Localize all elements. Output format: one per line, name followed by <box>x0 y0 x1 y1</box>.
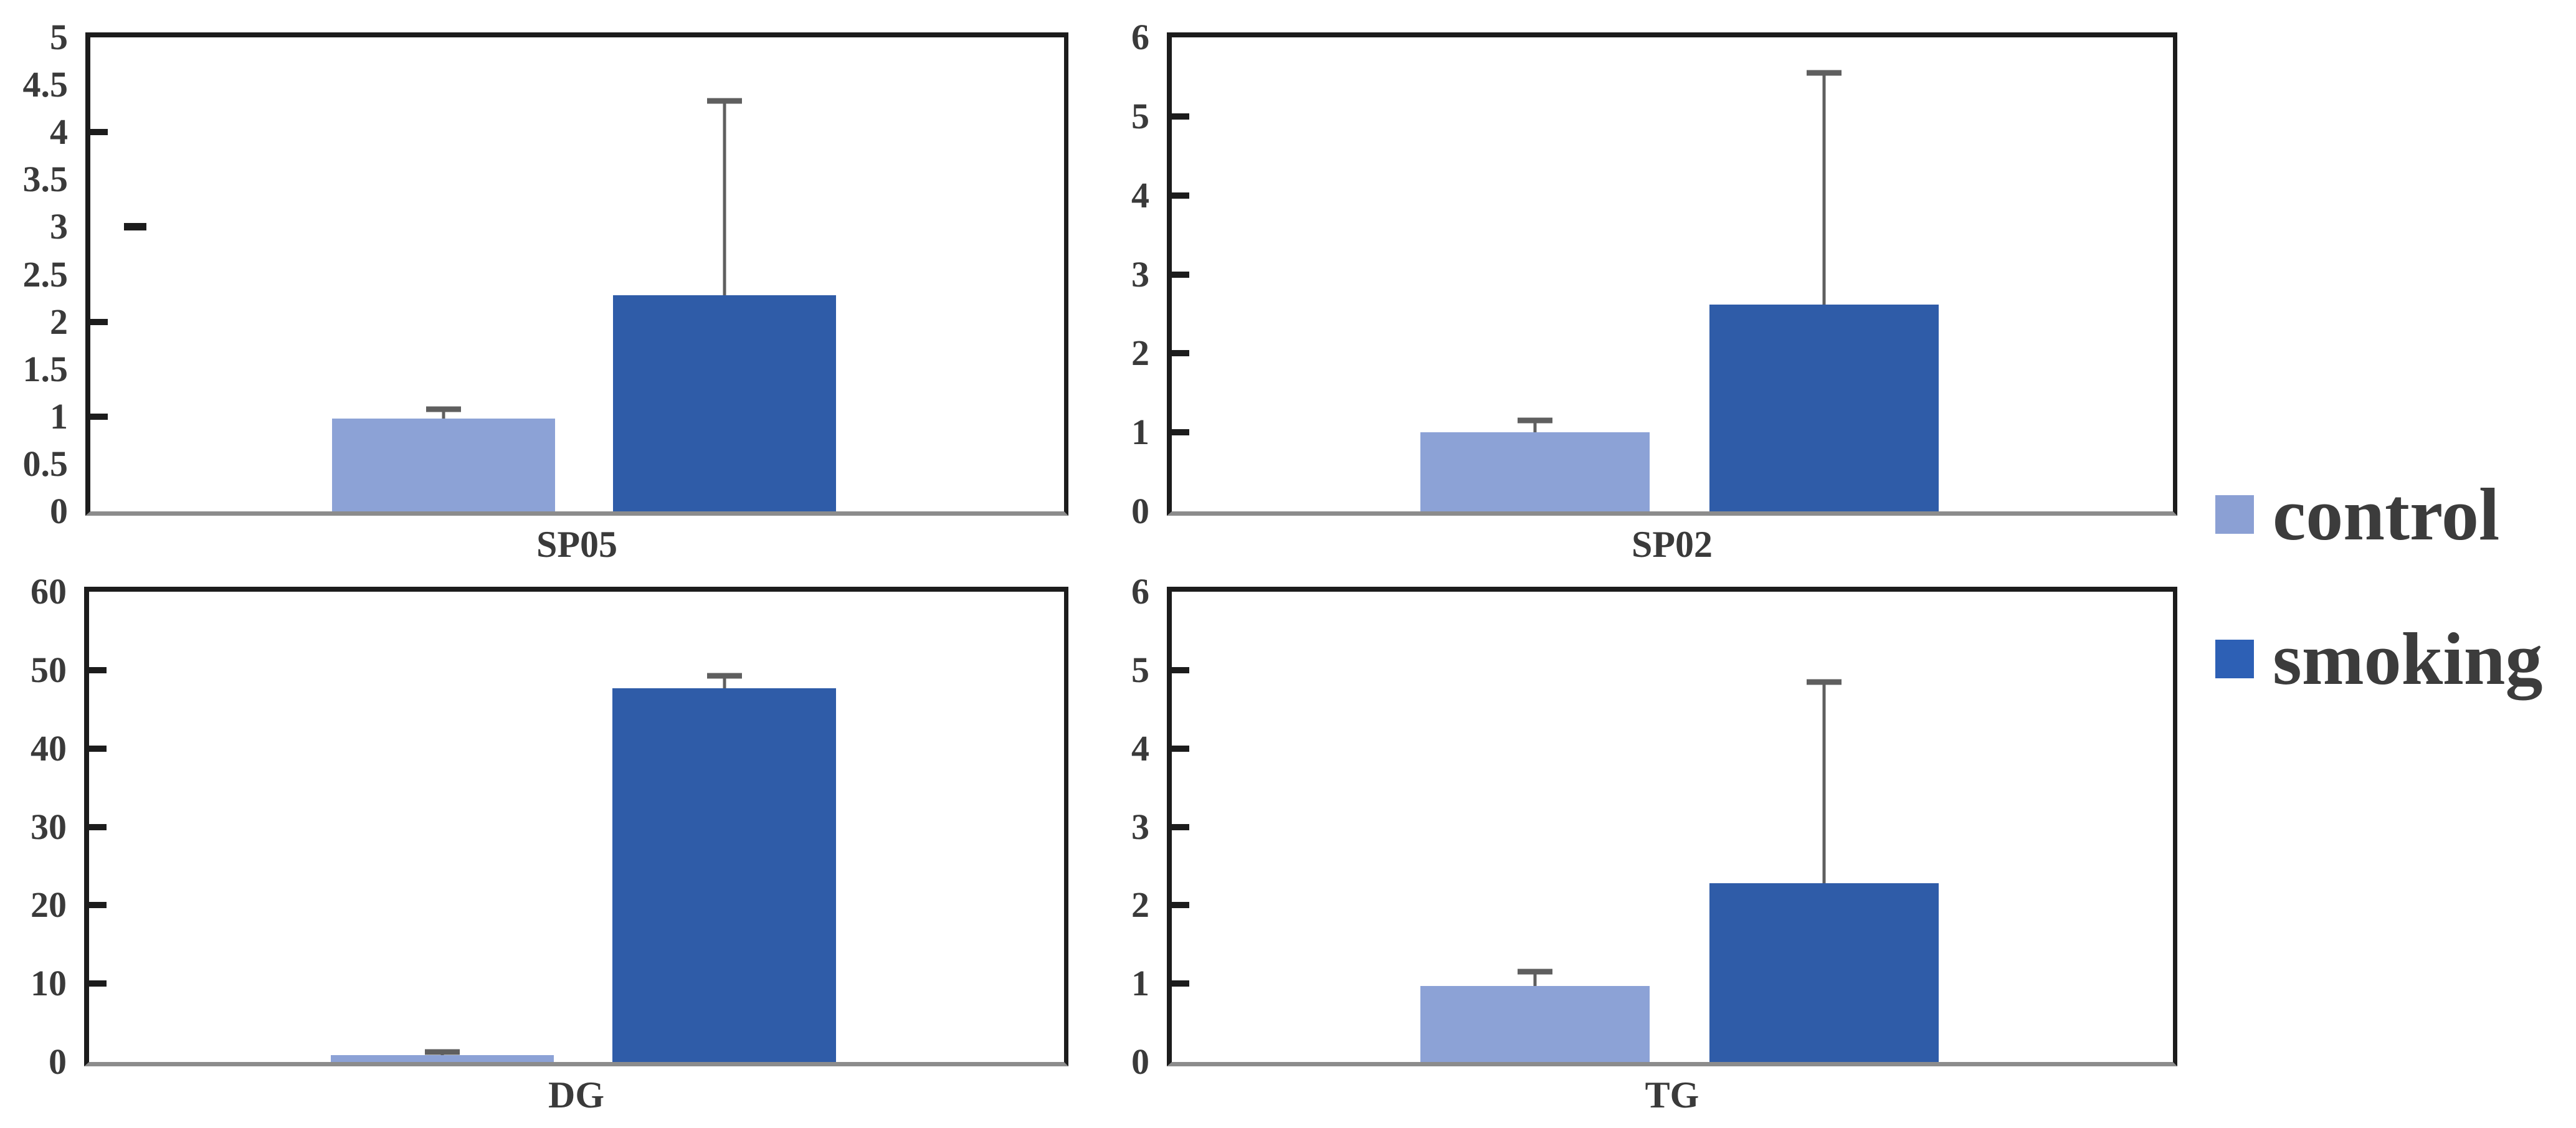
error-bar-cap-smoking <box>706 673 742 679</box>
legend-swatch-control-icon <box>2215 495 2254 534</box>
y-tick-mark <box>1172 823 1189 830</box>
y-tick-label: 5 <box>50 17 68 57</box>
legend-item-smoking: smoking <box>2215 615 2542 703</box>
y-tick-mark <box>89 666 107 673</box>
y-tick-mark <box>1172 350 1189 357</box>
y-tick-mark-detached <box>124 223 146 231</box>
y-tick-label: 6 <box>1131 17 1149 57</box>
y-tick-label: 0 <box>49 1041 67 1082</box>
y-tick-mark <box>1172 271 1189 278</box>
y-tick-mark <box>1172 745 1189 752</box>
chart-sp02: 0 1 2 3 4 5 6 SP02 <box>1131 19 2177 563</box>
error-bar-cap-smoking <box>707 98 743 104</box>
error-bar-cap-control <box>1517 417 1552 424</box>
error-bar-control <box>442 409 445 419</box>
y-tick-mark <box>1172 666 1189 673</box>
chart-tg: 0 1 2 3 4 5 6 TG <box>1131 574 2177 1114</box>
error-bar-smoking <box>723 675 726 688</box>
y-tick-label: 2 <box>1131 884 1149 926</box>
plot-area-dg: 0 10 20 30 40 50 60 <box>31 574 1068 1080</box>
y-tick-label: 2.5 <box>22 254 69 295</box>
y-tick-label: 0 <box>50 491 68 531</box>
y-tick-label: 10 <box>31 963 67 1004</box>
y-tick-label: 0.5 <box>22 443 69 484</box>
bar-control <box>1420 432 1650 511</box>
y-tick-mark <box>90 129 108 136</box>
y-tick-label: 50 <box>31 649 67 690</box>
y-tick-mark <box>1172 902 1189 909</box>
y-tick-label: 60 <box>31 571 67 612</box>
legend: control smoking <box>2215 0 2576 1128</box>
bar-smoking <box>1709 304 1939 511</box>
y-tick-label: 1 <box>1131 412 1149 453</box>
legend-item-control: control <box>2215 471 2499 558</box>
y-tick-mark <box>90 318 108 325</box>
y-tick-label: 0 <box>1131 491 1149 531</box>
y-tick-label: 5 <box>1131 95 1149 136</box>
bar-control <box>331 418 555 511</box>
y-tick-label: 3 <box>1131 806 1149 847</box>
error-bar-cap-control <box>425 1049 460 1055</box>
y-tick-mark <box>89 980 107 987</box>
y-tick-mark <box>1172 429 1189 436</box>
bar-smoking <box>1709 883 1939 1062</box>
y-tick-label: 3 <box>1131 254 1149 295</box>
y-tick-label: 1.5 <box>22 348 69 389</box>
y-tick-label: 2 <box>1131 333 1149 374</box>
y-tick-label: 4.5 <box>22 64 69 105</box>
y-tick-label: 1 <box>50 396 68 437</box>
error-bar-cap-smoking <box>1806 70 1842 76</box>
y-tick-label: 4 <box>1131 728 1149 769</box>
x-axis-label-tg: TG <box>1645 1074 1699 1116</box>
bar-smoking <box>613 295 837 511</box>
error-bar-smoking <box>1822 73 1826 305</box>
y-tick-label: 4 <box>50 111 68 153</box>
legend-label-control: control <box>2273 473 2500 556</box>
error-bar-control <box>1533 420 1537 433</box>
y-tick-label: 20 <box>31 884 67 926</box>
y-tick-label: 2 <box>50 301 68 342</box>
bar-control <box>331 1055 554 1062</box>
y-tick-mark <box>89 823 107 830</box>
plot-area-sp02: 0 1 2 3 4 5 6 <box>1131 19 2177 529</box>
y-tick-label: 0 <box>1131 1041 1149 1082</box>
x-axis-label-dg: DG <box>548 1074 604 1116</box>
y-tick-mark <box>89 902 107 909</box>
y-tick-label: 40 <box>31 728 67 769</box>
legend-label-smoking: smoking <box>2273 617 2543 700</box>
error-bar-cap-smoking <box>1806 679 1842 685</box>
y-tick-mark <box>90 413 108 420</box>
y-tick-mark <box>1172 192 1189 199</box>
y-tick-mark <box>89 745 107 752</box>
error-bar-cap-control <box>425 406 461 412</box>
y-tick-label: 5 <box>1131 649 1149 690</box>
error-bar-cap-control <box>1517 969 1552 975</box>
legend-swatch-smoking-icon <box>2215 640 2254 678</box>
x-axis-label-sp02: SP02 <box>1631 524 1713 565</box>
y-tick-label: 30 <box>31 806 67 847</box>
y-tick-label: 1 <box>1131 963 1149 1004</box>
plot-area-sp05: 0 0.5 1 1.5 2 2.5 3 3.5 4 4.5 5 <box>23 19 1068 529</box>
error-bar-smoking <box>1822 681 1826 884</box>
y-tick-label: 4 <box>1131 174 1149 216</box>
y-tick-label: 6 <box>1131 571 1149 612</box>
bar-smoking <box>612 688 836 1062</box>
chart-sp05: 0 0.5 1 1.5 2 2.5 3 3.5 4 4.5 5 SP05 <box>23 19 1068 563</box>
plot-area-tg: 0 1 2 3 4 5 6 <box>1131 574 2177 1080</box>
error-bar-smoking <box>723 100 726 295</box>
y-tick-label: 3.5 <box>22 159 69 200</box>
y-tick-label: 3 <box>50 206 68 247</box>
x-axis-label-sp05: SP05 <box>536 524 618 565</box>
bar-control <box>1420 985 1650 1062</box>
chart-dg: 0 10 20 30 40 50 60 DG <box>31 574 1068 1114</box>
error-bar-control <box>1533 972 1537 986</box>
y-tick-mark <box>1172 113 1189 120</box>
y-tick-mark <box>1172 980 1189 987</box>
